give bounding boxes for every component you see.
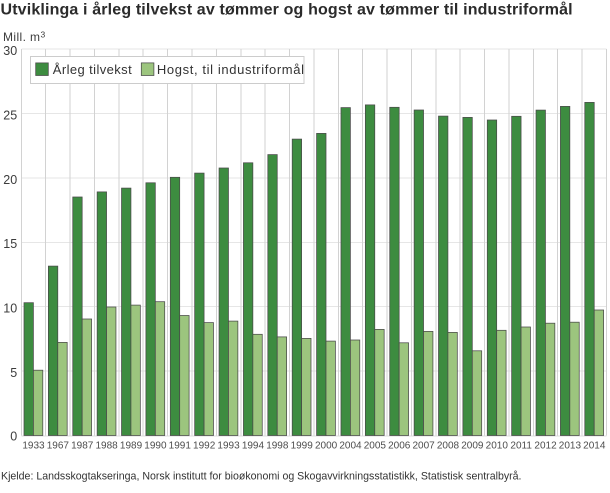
svg-text:2009: 2009 xyxy=(461,441,484,452)
svg-text:1991: 1991 xyxy=(169,441,192,452)
svg-text:Mill. m3: Mill. m3 xyxy=(3,30,46,45)
svg-text:20: 20 xyxy=(3,173,17,187)
svg-text:Utviklinga i årleg tilvekst av: Utviklinga i årleg tilvekst av tømmer og… xyxy=(1,1,573,19)
svg-text:2012: 2012 xyxy=(534,441,557,452)
svg-text:1992: 1992 xyxy=(193,441,216,452)
svg-text:1933: 1933 xyxy=(22,441,45,452)
svg-text:1994: 1994 xyxy=(242,441,265,452)
svg-text:2006: 2006 xyxy=(388,441,411,452)
svg-text:10: 10 xyxy=(3,302,17,316)
svg-text:1993: 1993 xyxy=(217,441,240,452)
svg-text:1989: 1989 xyxy=(120,441,143,452)
svg-text:2007: 2007 xyxy=(412,441,435,452)
svg-text:2014: 2014 xyxy=(583,441,606,452)
svg-text:15: 15 xyxy=(3,237,17,251)
svg-text:Hogst, til industriformål: Hogst, til industriformål xyxy=(157,62,305,77)
svg-text:1987: 1987 xyxy=(71,441,94,452)
svg-text:2000: 2000 xyxy=(315,441,338,452)
svg-text:1990: 1990 xyxy=(144,441,167,452)
svg-text:Årleg tilvekst: Årleg tilvekst xyxy=(53,62,132,77)
svg-text:0: 0 xyxy=(10,430,17,444)
svg-text:25: 25 xyxy=(3,108,17,122)
svg-text:2008: 2008 xyxy=(437,441,460,452)
svg-text:1967: 1967 xyxy=(47,441,70,452)
svg-text:Kjelde: Landsskogtakseringa, N: Kjelde: Landsskogtakseringa, Norsk insti… xyxy=(1,471,522,483)
svg-text:2010: 2010 xyxy=(486,441,509,452)
svg-text:5: 5 xyxy=(10,366,17,380)
svg-text:1998: 1998 xyxy=(266,441,289,452)
svg-text:2013: 2013 xyxy=(559,441,582,452)
svg-text:30: 30 xyxy=(3,44,17,58)
svg-text:1988: 1988 xyxy=(96,441,119,452)
svg-text:2011: 2011 xyxy=(510,441,532,452)
svg-text:2004: 2004 xyxy=(339,441,362,452)
svg-text:1999: 1999 xyxy=(291,441,314,452)
svg-text:2005: 2005 xyxy=(364,441,387,452)
